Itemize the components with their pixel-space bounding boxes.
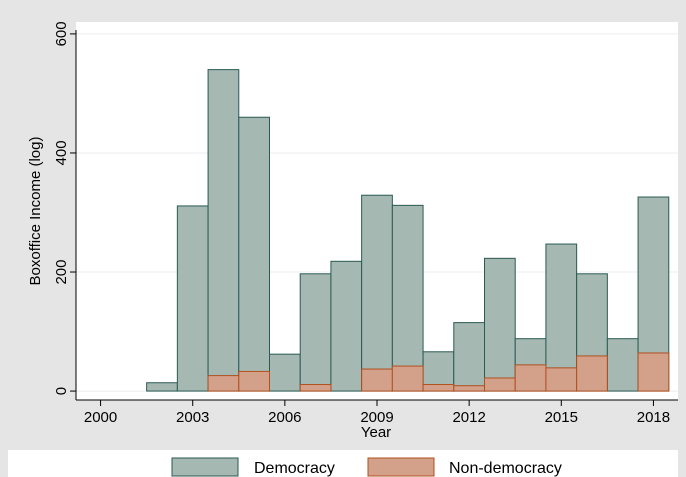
y-tick-label-600: 600 [53, 21, 70, 46]
y-tick-label-0: 0 [53, 387, 70, 395]
bar-democracy-2006 [269, 353, 301, 392]
bar-non-democracy-2004 [207, 375, 240, 392]
legend-label-non-democracy: Non-democracy [449, 460, 562, 477]
bar-non-democracy-2009 [361, 368, 393, 392]
bar-non-democracy-2018 [637, 352, 670, 392]
legend-box [8, 450, 678, 477]
bar-democracy-2007 [299, 273, 332, 392]
x-tick-label-2009: 2009 [360, 409, 393, 426]
bar-democracy-2009 [361, 194, 393, 392]
bar-non-democracy-2012 [453, 385, 485, 392]
bars [146, 69, 670, 392]
x-tick-label-2003: 2003 [176, 409, 209, 426]
bar-non-democracy-2014 [514, 364, 547, 392]
axes: 0 200 400 600 2000 2003 2006 2009 2012 2015 2018 [53, 21, 678, 426]
y-axis-title: Boxoffice Income (log) [27, 137, 44, 286]
bar-democracy-2002 [146, 382, 178, 392]
bar-democracy-2017 [606, 338, 639, 392]
bar-democracy-2008 [330, 260, 363, 392]
legend-swatch-non-democracy [367, 457, 435, 477]
x-tick-label-2000: 2000 [84, 409, 117, 426]
bar-democracy-2003 [176, 205, 209, 392]
bar-democracy-2004 [207, 69, 240, 392]
bar-democracy-2012 [453, 322, 485, 392]
bar-non-democracy-2007 [299, 384, 332, 392]
bar-democracy-2010 [391, 204, 424, 392]
x-axis-title: Year [361, 424, 391, 441]
y-tick-label-400: 400 [53, 140, 70, 165]
y-tick-label-200: 200 [53, 260, 70, 285]
bar-democracy-2005 [238, 116, 271, 392]
x-tick-label-2012: 2012 [452, 409, 485, 426]
bar-non-democracy-2013 [484, 377, 516, 392]
x-tick-label-2018: 2018 [637, 409, 670, 426]
bar-non-democracy-2005 [238, 370, 271, 392]
x-tick-label-2006: 2006 [268, 409, 301, 426]
legend-swatch-democracy [171, 457, 239, 477]
legend-label-democracy: Democracy [254, 460, 335, 477]
bar-non-democracy-2016 [576, 355, 608, 392]
legend: Democracy Non-democracy [8, 450, 678, 477]
x-tick-label-2015: 2015 [545, 409, 578, 426]
bar-democracy-2013 [484, 257, 516, 392]
bar-non-democracy-2011 [422, 384, 455, 392]
bar-non-democracy-2015 [545, 367, 578, 392]
bar-non-democracy-2010 [391, 365, 424, 392]
